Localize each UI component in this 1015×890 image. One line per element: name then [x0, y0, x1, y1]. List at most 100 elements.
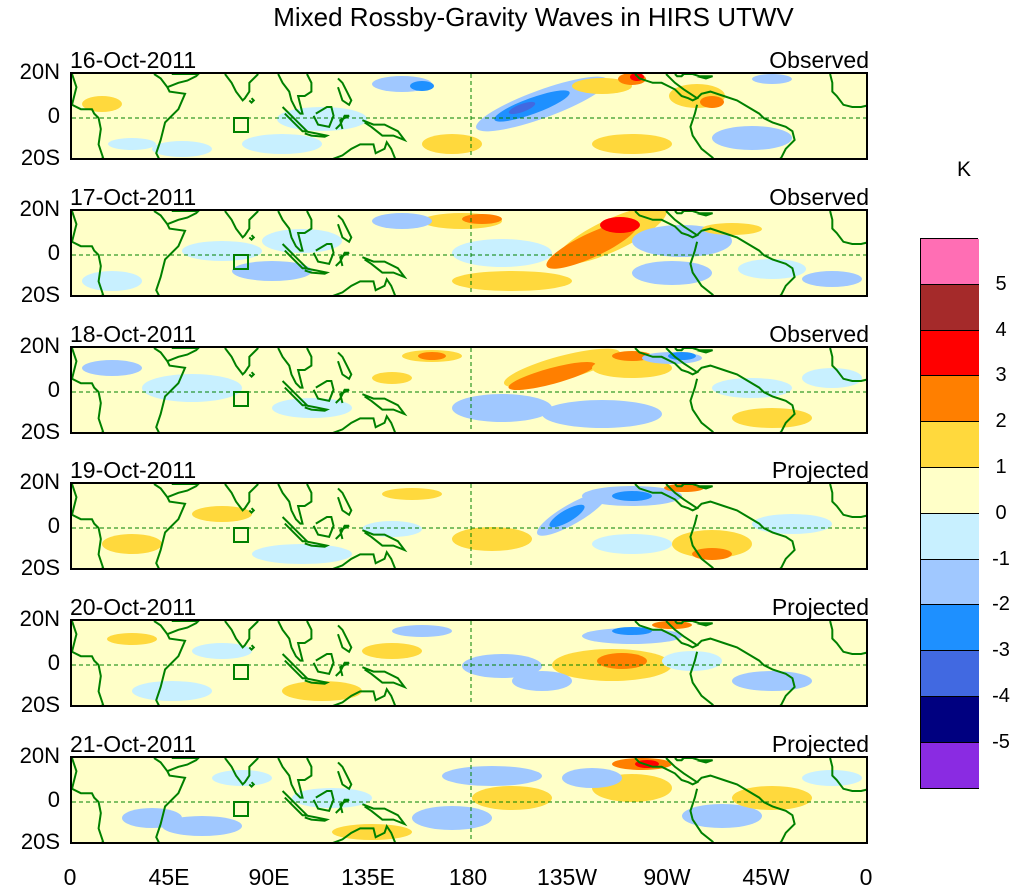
colorbar-label: -3: [992, 639, 1010, 662]
colorbar-label: -5: [992, 730, 1010, 753]
coastline: [166, 758, 200, 773]
coastline: [674, 621, 685, 625]
coastline: [335, 798, 350, 814]
anomaly-contour: [422, 134, 482, 154]
panel-date: 18-Oct-2011: [70, 321, 197, 347]
coastline: [72, 211, 187, 295]
coastline: [248, 644, 256, 652]
coastline: [681, 211, 713, 217]
coastline: [312, 243, 335, 265]
anomaly-field: [72, 211, 866, 295]
colorbar-swatch: [921, 742, 979, 789]
coastline: [304, 814, 330, 822]
colorbar-label: -2: [992, 593, 1010, 616]
panel-kind: Projected: [771, 594, 869, 620]
panel-kind: Observed: [769, 321, 869, 347]
anomaly-contour: [508, 362, 596, 390]
anomaly-contour: [692, 548, 732, 560]
coastline: [248, 371, 256, 379]
anomaly-contour: [682, 804, 762, 828]
coastline: [332, 549, 396, 568]
colorbar-label: 3: [995, 364, 1007, 387]
coastline: [224, 758, 259, 786]
anomaly-contour: [592, 134, 672, 154]
anomaly-contour: [107, 633, 157, 645]
anomaly-contour: [597, 653, 647, 669]
anomaly-contour: [410, 81, 434, 91]
coastline: [224, 484, 259, 512]
lat-label-equator: 0: [47, 787, 60, 812]
anomaly-contour: [82, 271, 142, 291]
anomaly-contour: [162, 816, 242, 836]
anomaly-contour: [452, 527, 532, 551]
lat-label-south: 20S: [20, 692, 60, 717]
anomaly-contour: [802, 770, 862, 786]
anomaly-contour: [462, 654, 542, 678]
coastline: [362, 119, 408, 143]
lat-label-north: 20N: [19, 606, 60, 631]
coastline: [224, 74, 259, 102]
colorbar-swatch: [921, 422, 979, 468]
anomaly-contour: [672, 530, 752, 558]
region-box: [233, 254, 249, 270]
coastline: [166, 348, 200, 363]
lon-label: 90E: [248, 864, 290, 890]
anomaly-contour: [802, 271, 862, 287]
anomaly-contour: [102, 534, 162, 554]
colorbar-label: 4: [995, 318, 1007, 341]
anomaly-contour: [452, 394, 552, 422]
anomaly-contour: [752, 74, 792, 84]
anomaly-contour: [132, 681, 212, 701]
coastline: [674, 348, 685, 352]
panel-kind: Observed: [769, 47, 869, 73]
colorbar-swatch: [921, 513, 979, 560]
lat-label-south: 20S: [20, 419, 60, 444]
colorbar-label: 5: [995, 272, 1007, 295]
colorbar-label: -1: [992, 547, 1010, 570]
coastline: [674, 484, 685, 488]
panel-kind: Projected: [771, 457, 869, 483]
anomaly-contour: [664, 484, 704, 492]
panel-map: [70, 72, 868, 160]
anomaly-contour: [192, 643, 252, 659]
coastline: [634, 348, 700, 376]
anomaly-contour: [282, 681, 362, 701]
panel-date: 17-Oct-2011: [70, 184, 197, 210]
anomaly-contour: [632, 225, 732, 257]
coastline: [681, 484, 713, 490]
lat-label-equator: 0: [47, 650, 60, 675]
region-box: [233, 801, 249, 817]
lon-label: 135W: [536, 864, 598, 890]
coastline: [689, 500, 796, 568]
anomaly-contour: [272, 398, 352, 418]
lon-label: 45W: [742, 864, 790, 890]
anomaly-contour: [372, 372, 412, 384]
anomaly-contour: [418, 352, 446, 360]
coastline: [277, 758, 313, 799]
anomaly-contour: [392, 625, 452, 637]
anomaly-contour: [732, 786, 812, 810]
coastline: [337, 214, 353, 244]
lat-label-south: 20S: [20, 829, 60, 854]
lon-label: 135E: [341, 864, 395, 890]
anomaly-contour: [549, 504, 585, 528]
coastline: [166, 484, 200, 499]
anomaly-contour: [472, 786, 552, 810]
anomaly-contour: [452, 239, 552, 267]
lat-label-north: 20N: [19, 469, 60, 494]
panel-date: 19-Oct-2011: [70, 457, 197, 483]
coastline: [674, 758, 685, 762]
lat-label-south: 20S: [20, 145, 60, 170]
lat-label-north: 20N: [19, 59, 60, 84]
anomaly-contour: [592, 358, 672, 378]
anomaly-contour: [232, 261, 312, 281]
anomaly-field: [72, 621, 866, 705]
colorbar: [920, 238, 979, 789]
anomaly-contour: [632, 261, 712, 285]
lat-label-equator: 0: [47, 513, 60, 538]
coastline: [829, 621, 866, 655]
coastline: [634, 484, 700, 512]
coastline: [829, 484, 866, 518]
coastline: [337, 351, 353, 381]
anomaly-contour: [612, 491, 652, 501]
